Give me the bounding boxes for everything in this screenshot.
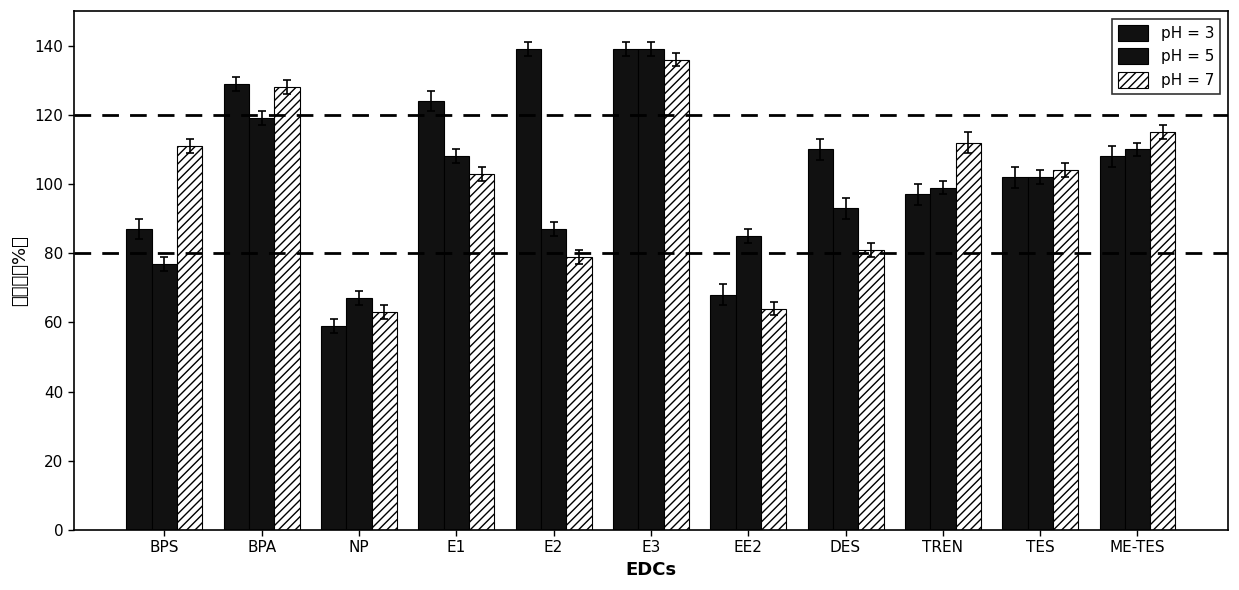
Bar (664, 60, 689, 530)
Legend: pH = 3, pH = 5, pH = 7: pH = 3, pH = 5, pH = 7 (1111, 19, 1220, 94)
Bar (126, 229, 151, 530)
Bar (904, 195, 930, 530)
Bar (736, 236, 761, 530)
Bar (1099, 156, 1125, 530)
Bar (808, 149, 833, 530)
Bar (372, 312, 396, 530)
Bar (224, 84, 249, 530)
Bar (613, 49, 638, 530)
Bar (444, 156, 468, 530)
Bar (955, 143, 981, 530)
Bar (761, 309, 787, 530)
Bar (638, 49, 664, 530)
Bar (710, 295, 736, 530)
Bar (1002, 177, 1027, 530)
Bar (1053, 170, 1078, 530)
Bar (468, 173, 494, 530)
Bar (249, 119, 274, 530)
Bar (1027, 177, 1053, 530)
Bar (833, 208, 859, 530)
Bar (515, 49, 541, 530)
Bar (859, 250, 883, 530)
Bar (151, 264, 177, 530)
Bar (177, 146, 202, 530)
Bar (419, 101, 444, 530)
Bar (1150, 132, 1176, 530)
Bar (321, 326, 347, 530)
Y-axis label: 回收率（%）: 回收率（%） (11, 235, 28, 306)
Bar (541, 229, 566, 530)
X-axis label: EDCs: EDCs (626, 561, 676, 579)
Bar (347, 298, 372, 530)
Bar (566, 257, 591, 530)
Bar (274, 87, 300, 530)
Bar (930, 188, 955, 530)
Bar (1125, 149, 1150, 530)
